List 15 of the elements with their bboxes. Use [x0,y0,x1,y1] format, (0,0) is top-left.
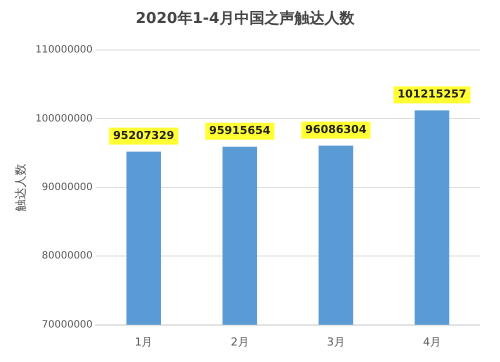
y-axis-title: 触达人数 [13,163,28,212]
data-label: 95207329 [113,128,174,142]
x-tick-label: 3月 [326,335,345,348]
chart-title: 2020年1-4月中国之声触达人数 [136,8,356,27]
y-tick-label: 110000000 [35,44,93,56]
data-label: 96086304 [305,122,367,136]
x-tick-label: 2月 [230,335,249,348]
data-label: 101215257 [398,88,466,101]
y-tick-label: 90000000 [42,182,93,193]
y-tick-label: 100000000 [35,113,93,124]
x-tick-label: 1月 [134,335,153,348]
y-tick-label: 80000000 [42,250,93,262]
y-tick-label: 70000000 [42,319,93,330]
x-tick-label: 4月 [422,335,441,348]
data-label: 95915654 [209,124,271,138]
